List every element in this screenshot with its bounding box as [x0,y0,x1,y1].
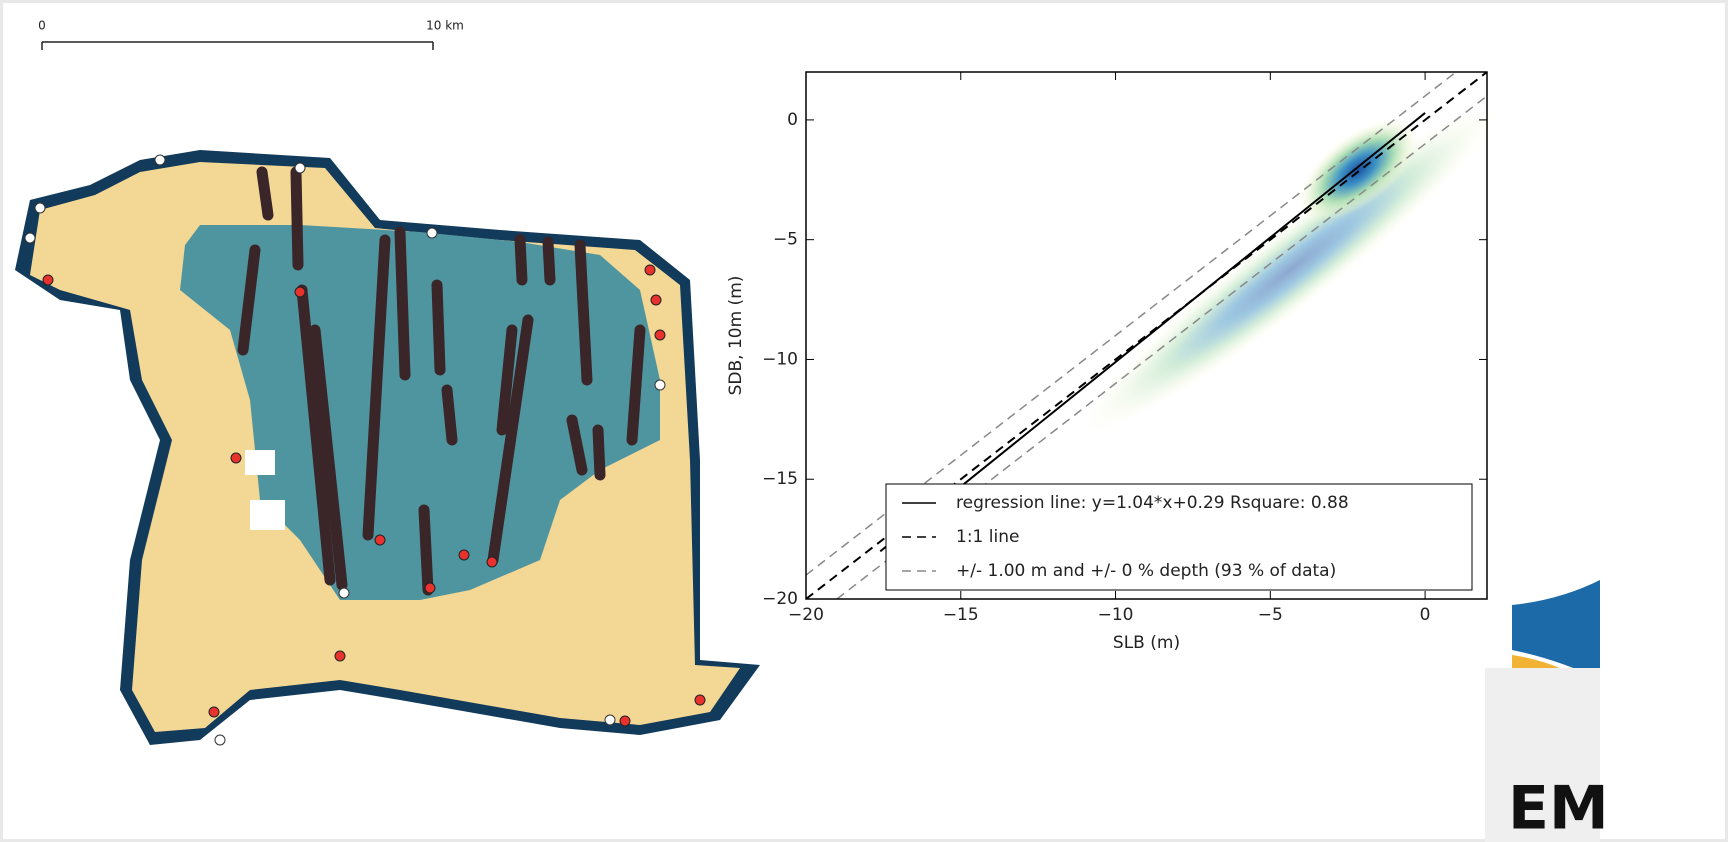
x-tick-label: −10 [1098,605,1134,625]
x-tick-label: −20 [788,605,824,625]
survey-points [42,264,706,727]
scale-label: 10 km [426,19,464,33]
transects [237,166,646,596]
x-tick-label: 0 [1420,605,1431,625]
legend-label: +/- 1.00 m and +/- 0 % depth (93 % of da… [956,561,1336,581]
x-axis-label: SLB (m) [1113,633,1180,653]
x-tick-label: −15 [943,605,979,625]
legend-box [885,483,1473,591]
logo: EM [1485,580,1609,842]
series-line [879,112,1426,553]
plot: −20 −15 −10 −5 0 −20 −15 −10 −5 0 SLB (m) SDB, 10m … [726,71,1488,653]
axes-frame [805,71,1488,600]
legend-label: regression line: y=1.04*x+0.29 Rsquare: … [956,493,1349,513]
x-tick-label: −5 [1258,605,1283,625]
y-tick-label: −15 [762,469,798,489]
logo-text: EM [1508,774,1609,842]
legend-label: 1:1 line [956,527,1019,547]
y-tick-label: −20 [762,589,798,609]
survey-points [24,154,666,746]
map [15,150,760,746]
scale-label: 0 [38,19,46,33]
y-tick-label: 0 [787,110,798,130]
y-tick-label: −10 [762,349,798,369]
scale-bar: 0 10 km [38,19,464,50]
y-tick-label: −5 [773,230,798,250]
y-axis-label: SDB, 10m (m) [726,276,746,396]
